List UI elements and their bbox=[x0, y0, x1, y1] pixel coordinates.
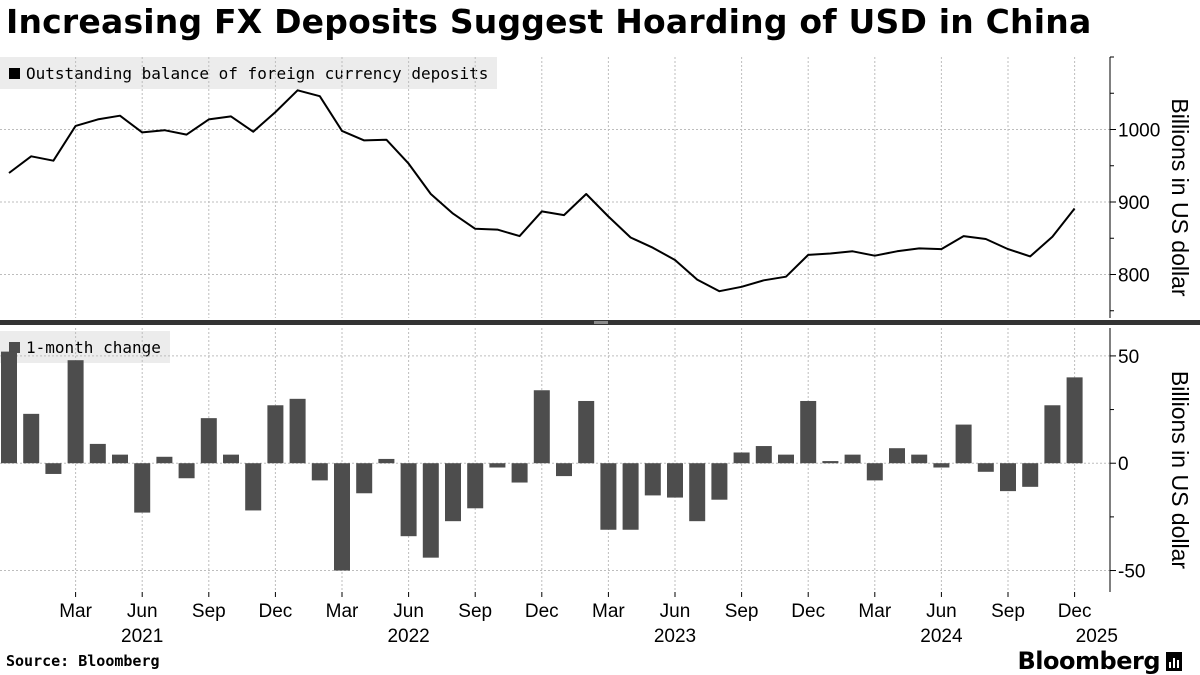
bar-change bbox=[311, 463, 328, 481]
bar-change bbox=[445, 463, 461, 522]
bar-change bbox=[733, 452, 750, 464]
bar-change bbox=[156, 456, 173, 464]
xtick-label-year: 2021 bbox=[121, 626, 163, 647]
bar-change bbox=[89, 443, 106, 464]
bar-change bbox=[23, 413, 40, 464]
series-line-balance bbox=[8, 89, 1076, 293]
ytick-label-bottom: 0 bbox=[1118, 454, 1129, 475]
xtick-label-month: Sep bbox=[725, 601, 759, 622]
bar-change bbox=[889, 448, 905, 464]
bar-change bbox=[467, 463, 484, 509]
legend-change: 1-month change bbox=[0, 331, 170, 363]
xtick-label-month: Mar bbox=[326, 601, 359, 622]
xtick-label-month: Dec bbox=[791, 601, 825, 622]
bar-change bbox=[622, 463, 639, 530]
bar-change bbox=[844, 454, 861, 464]
bar-change bbox=[667, 463, 683, 498]
xtick-label-month: Sep bbox=[458, 601, 492, 622]
xtick-label-month: Jun bbox=[660, 601, 691, 622]
bar-change bbox=[1044, 405, 1061, 464]
bar-change bbox=[245, 463, 262, 511]
xtick-label-month: Mar bbox=[592, 601, 625, 622]
bar-change bbox=[178, 463, 195, 479]
bar-change bbox=[134, 463, 151, 513]
bar-change bbox=[556, 463, 572, 477]
bar-change bbox=[267, 405, 284, 464]
bar-change bbox=[1, 351, 17, 464]
bar-change bbox=[711, 463, 728, 500]
y-axis-title-bottom: Billions in US dollar bbox=[1167, 371, 1193, 569]
bar-change bbox=[1022, 463, 1039, 487]
top-panel bbox=[8, 89, 1076, 293]
bar-change bbox=[866, 463, 883, 481]
bar-change bbox=[289, 398, 306, 464]
bar-change bbox=[578, 400, 595, 464]
xtick-label-month: Dec bbox=[525, 601, 559, 622]
ytick-label-bottom: 50 bbox=[1118, 347, 1139, 368]
brand-logo: Bloomberg bbox=[1018, 647, 1182, 675]
bar-change bbox=[378, 458, 395, 464]
xtick-label-year: 2022 bbox=[387, 626, 429, 647]
legend-swatch-change bbox=[9, 341, 20, 353]
xtick-label-month: Mar bbox=[858, 601, 891, 622]
bar-change bbox=[911, 454, 928, 464]
bar-change bbox=[223, 454, 239, 464]
bar-change bbox=[1000, 463, 1016, 492]
legend-label-balance: Outstanding balance of foreign currency … bbox=[26, 63, 489, 83]
xtick-label-month: Jun bbox=[926, 601, 957, 622]
legend-swatch-balance bbox=[9, 67, 20, 79]
bar-change bbox=[489, 463, 506, 468]
xtick-label-month: Sep bbox=[192, 601, 226, 622]
axis-layer: 800 900 1000 -50 0 50 Billions in US dollar Bil… bbox=[0, 56, 1200, 647]
legend-balance: Outstanding balance of foreign currency … bbox=[0, 57, 498, 89]
bar-change bbox=[955, 424, 972, 464]
bar-change bbox=[400, 463, 417, 537]
xtick-label-year: 2025 bbox=[1076, 626, 1118, 647]
bar-change bbox=[600, 463, 617, 530]
y-axis-title-top: Billions in US dollar bbox=[1167, 98, 1193, 296]
bar-change bbox=[977, 463, 994, 472]
xtick-label-year: 2023 bbox=[654, 626, 696, 647]
bar-change bbox=[689, 463, 706, 522]
xtick-label-month: Mar bbox=[59, 601, 92, 622]
xtick-label-year: 2024 bbox=[920, 626, 963, 647]
bar-change bbox=[822, 461, 839, 464]
bar-change bbox=[778, 454, 794, 464]
bar-change bbox=[112, 454, 128, 464]
bar-change bbox=[67, 360, 84, 464]
bar-change bbox=[356, 463, 373, 494]
ytick-label-top: 1000 bbox=[1118, 121, 1160, 142]
brand-wordmark: Bloomberg bbox=[1017, 647, 1161, 675]
xtick-label-month: Dec bbox=[1058, 601, 1092, 622]
source-note: Source: Bloomberg bbox=[6, 652, 160, 670]
bar-change bbox=[511, 463, 528, 483]
xtick-label-month: Jun bbox=[393, 601, 424, 622]
legend-label-change: 1-month change bbox=[26, 337, 161, 357]
bottom-panel bbox=[1, 351, 1083, 571]
ytick-label-bottom: -50 bbox=[1118, 562, 1145, 583]
bar-change bbox=[933, 463, 950, 468]
bar-change bbox=[755, 446, 772, 464]
xtick-label-month: Jun bbox=[127, 601, 158, 622]
bar-change bbox=[45, 463, 62, 474]
ytick-label-top: 800 bbox=[1118, 266, 1150, 287]
bar-change bbox=[200, 418, 217, 464]
bar-change bbox=[334, 463, 350, 571]
bar-change bbox=[644, 463, 661, 496]
panel-divider-handle bbox=[594, 321, 608, 324]
bar-change bbox=[422, 463, 439, 558]
bloomberg-chart-icon bbox=[1166, 651, 1182, 671]
bar-change bbox=[533, 390, 550, 464]
chart-title: Increasing FX Deposits Suggest Hoarding … bbox=[6, 2, 1092, 41]
ytick-label-top: 900 bbox=[1118, 193, 1150, 214]
xtick-label-month: Dec bbox=[259, 601, 293, 622]
bar-change bbox=[1066, 377, 1083, 464]
bar-change bbox=[800, 400, 817, 464]
xtick-label-month: Sep bbox=[991, 601, 1025, 622]
